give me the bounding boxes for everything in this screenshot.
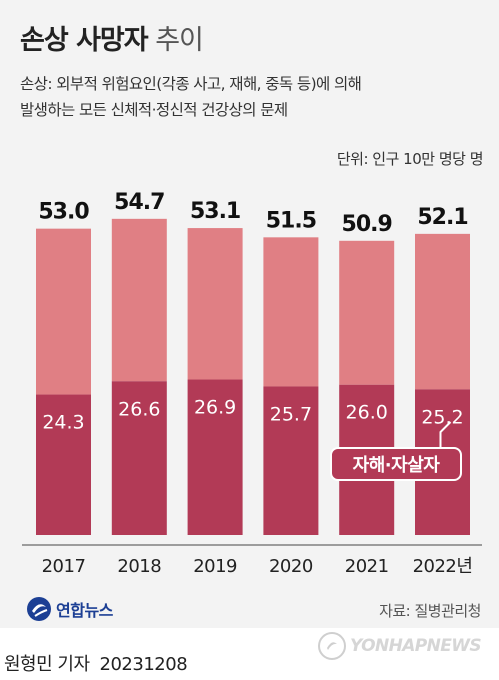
bar-total-label: 53.0 xyxy=(38,200,89,225)
bar-segment-self-harm xyxy=(111,381,167,535)
description-line-2: 발생하는 모든 신체적·정신적 건강상의 문제 xyxy=(20,101,288,119)
bar-segment-other xyxy=(339,240,395,385)
x-tick-label: 2018 xyxy=(117,556,161,577)
bar-total-label: 53.1 xyxy=(190,199,240,224)
bar-segment-self-harm xyxy=(263,386,319,535)
unit-label: 단위: 인구 10만 명당 명 xyxy=(336,150,484,168)
yonhap-logo: 연합뉴스 xyxy=(26,596,113,622)
bar-segment-other xyxy=(415,233,470,390)
callout-pointer xyxy=(439,421,452,447)
bar-total-label: 50.9 xyxy=(342,212,392,237)
x-tick-label: 2017 xyxy=(42,556,86,577)
bar-inner-label: 26.9 xyxy=(194,397,236,419)
stacked-bar-chart: 24.3 53.0 2017 26.6 54.7 2018 26.9 53.1 2019 25.7… xyxy=(22,190,482,577)
byline: 원형민 기자 20231208 xyxy=(4,650,188,676)
description-line-1: 손상: 외부적 위험요인(각종 사고, 재해, 중독 등)에 의해 xyxy=(20,75,362,93)
bar-inner-label: 26.0 xyxy=(346,402,388,424)
publish-date: 20231208 xyxy=(99,654,188,675)
bar-segment-other xyxy=(187,228,243,380)
bar-total-label: 54.7 xyxy=(114,190,164,215)
bar-segment-self-harm xyxy=(36,394,91,535)
reporter-name: 원형민 기자 xyxy=(4,654,90,675)
bar-inner-label: 24.3 xyxy=(42,412,84,434)
x-tick-label: 2022년 xyxy=(413,556,473,577)
bar-segment-other xyxy=(111,218,167,382)
title-light: 추이 xyxy=(155,25,204,56)
watermark: YONHAPNEWS xyxy=(318,632,482,660)
x-tick-label: 2020 xyxy=(269,556,313,577)
bar-inner-label: 26.6 xyxy=(118,398,160,420)
title-bold: 손상 사망자 xyxy=(20,25,149,56)
chart-title: 손상 사망자 추이 xyxy=(20,18,204,57)
bar-total-label: 52.1 xyxy=(417,205,467,230)
bar-segment-other xyxy=(36,228,91,395)
logo-text: 연합뉴스 xyxy=(56,601,113,620)
bar-inner-label: 25.7 xyxy=(270,403,312,425)
watermark-text: YONHAPNEWS xyxy=(350,636,482,656)
bar-segment-self-harm xyxy=(187,379,243,535)
source-label: 자료: 질병관리청 xyxy=(379,602,481,620)
bar-inner-label: 25.2 xyxy=(421,406,463,428)
yonhap-logo-icon xyxy=(27,597,51,621)
bar-segment-other xyxy=(263,237,319,387)
x-tick-label: 2021 xyxy=(345,556,389,577)
x-tick-label: 2019 xyxy=(193,556,237,577)
series-callout-label: 자해·자살자 xyxy=(330,447,462,481)
watermark-circle-icon xyxy=(318,632,346,660)
bar-total-label: 51.5 xyxy=(266,208,316,233)
